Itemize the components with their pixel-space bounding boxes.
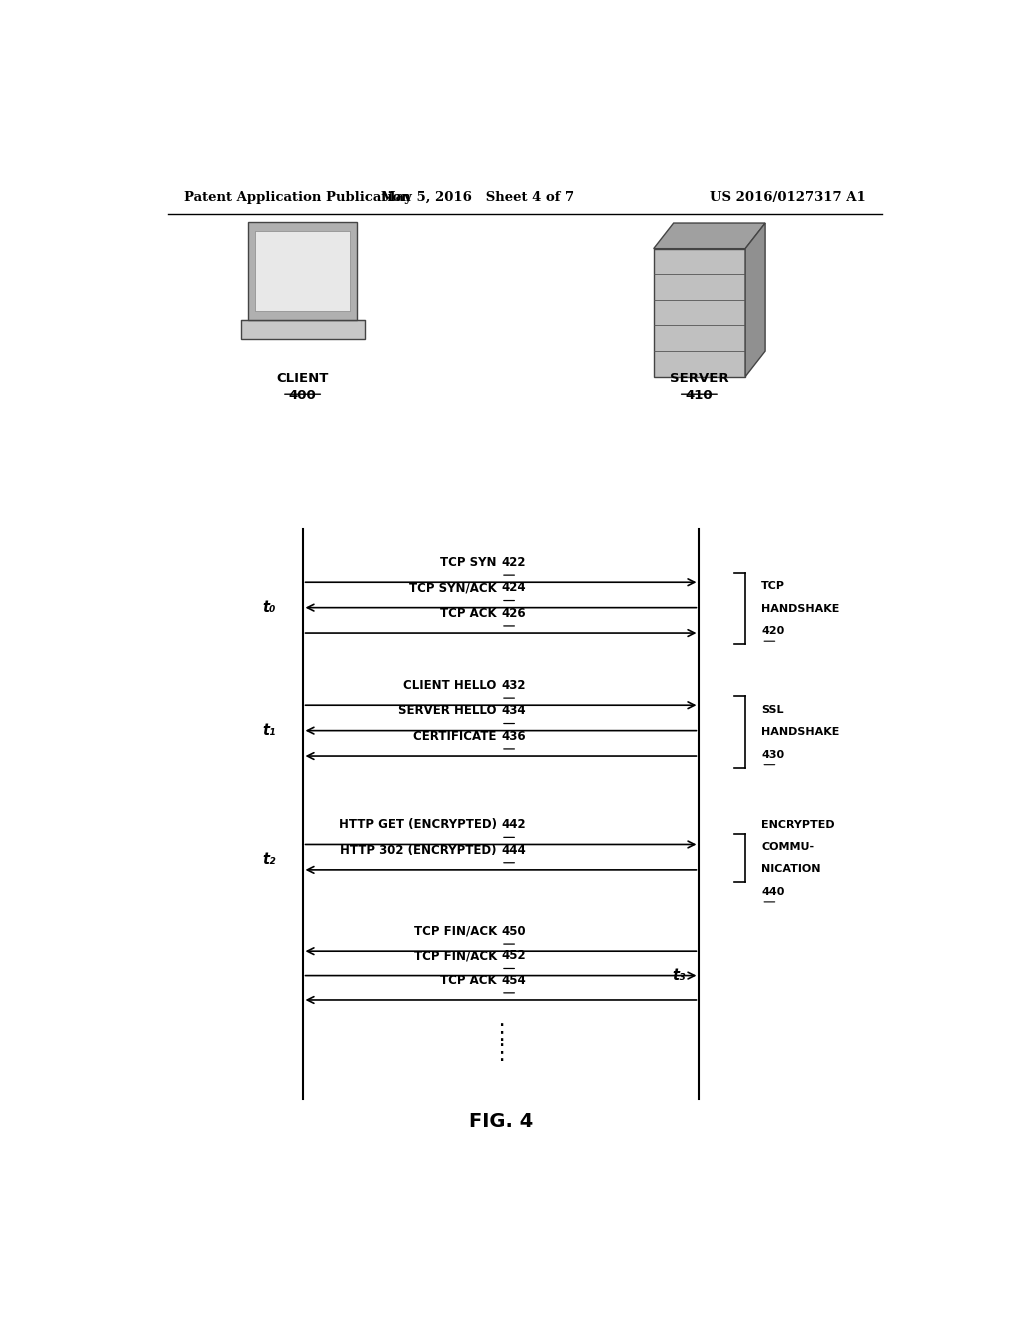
Text: 452: 452 <box>501 949 525 962</box>
Text: HANDSHAKE: HANDSHAKE <box>761 727 840 737</box>
Text: SERVER: SERVER <box>670 372 729 385</box>
Text: t₃: t₃ <box>673 968 686 983</box>
FancyBboxPatch shape <box>241 319 365 339</box>
Text: t₂: t₂ <box>262 853 275 867</box>
FancyBboxPatch shape <box>653 248 745 376</box>
Text: 420: 420 <box>761 626 784 636</box>
Text: May 5, 2016   Sheet 4 of 7: May 5, 2016 Sheet 4 of 7 <box>381 190 573 203</box>
Text: 410: 410 <box>686 389 713 403</box>
Text: CLIENT: CLIENT <box>276 372 329 385</box>
Text: t₀: t₀ <box>262 601 275 615</box>
Text: 424: 424 <box>501 581 525 594</box>
Text: FIG. 4: FIG. 4 <box>469 1113 534 1131</box>
Text: SSL: SSL <box>761 705 783 715</box>
Text: TCP SYN: TCP SYN <box>440 556 501 569</box>
Text: HANDSHAKE: HANDSHAKE <box>761 603 840 614</box>
Text: 444: 444 <box>501 843 525 857</box>
Text: TCP ACK: TCP ACK <box>440 974 501 987</box>
Text: TCP FIN/ACK: TCP FIN/ACK <box>414 925 501 939</box>
Text: 434: 434 <box>501 705 525 718</box>
Text: CERTIFICATE: CERTIFICATE <box>414 730 501 743</box>
Text: 442: 442 <box>501 818 525 832</box>
Text: 432: 432 <box>501 678 525 692</box>
Text: HTTP GET (ENCRYPTED): HTTP GET (ENCRYPTED) <box>339 818 501 832</box>
Text: 440: 440 <box>761 887 784 896</box>
Text: Patent Application Publication: Patent Application Publication <box>183 190 411 203</box>
Text: 422: 422 <box>501 556 525 569</box>
Text: TCP ACK: TCP ACK <box>440 607 501 620</box>
Text: NICATION: NICATION <box>761 865 821 874</box>
Text: 454: 454 <box>501 974 525 987</box>
Text: 400: 400 <box>289 389 316 403</box>
Polygon shape <box>745 223 765 376</box>
Text: 450: 450 <box>501 925 525 939</box>
Text: 426: 426 <box>501 607 525 620</box>
Text: HTTP 302 (ENCRYPTED): HTTP 302 (ENCRYPTED) <box>340 843 501 857</box>
Text: ⋮: ⋮ <box>489 1043 512 1063</box>
Text: ENCRYPTED: ENCRYPTED <box>761 820 835 830</box>
Text: ⋮: ⋮ <box>489 1023 512 1043</box>
Text: CLIENT HELLO: CLIENT HELLO <box>403 678 501 692</box>
Text: TCP FIN/ACK: TCP FIN/ACK <box>414 949 501 962</box>
Text: SERVER HELLO: SERVER HELLO <box>398 705 501 718</box>
Text: 430: 430 <box>761 750 784 759</box>
Text: TCP SYN/ACK: TCP SYN/ACK <box>410 581 501 594</box>
Polygon shape <box>653 223 765 248</box>
FancyBboxPatch shape <box>248 222 357 319</box>
Text: t₁: t₁ <box>262 723 275 738</box>
Text: COMMU-: COMMU- <box>761 842 814 851</box>
Text: 436: 436 <box>501 730 525 743</box>
Text: TCP: TCP <box>761 581 785 591</box>
Text: US 2016/0127317 A1: US 2016/0127317 A1 <box>711 190 866 203</box>
FancyBboxPatch shape <box>255 231 350 310</box>
